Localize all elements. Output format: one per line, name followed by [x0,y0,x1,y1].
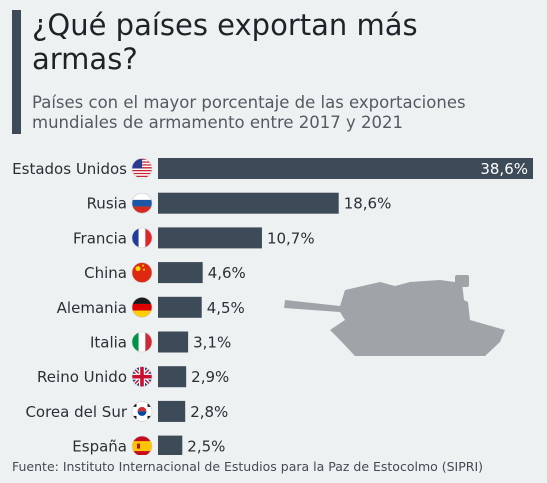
value-label: 2,9% [191,368,229,386]
chart-title: ¿Qué países exportan más armas? [32,8,418,76]
china-flag-icon [132,262,152,283]
bar [158,296,202,318]
south-korea-flag-icon [132,401,152,422]
chart-row: España 2,5% [72,435,225,455]
russia-flag-icon [132,193,152,214]
bar-chart: Estados Unidos 38,6% Rusia 18,6% Francia 10,7… [12,158,533,455]
us-flag-icon [132,158,152,179]
bar [158,262,203,284]
category-label: Francia [73,229,127,247]
italy-flag-icon [132,332,152,352]
bar [158,366,187,388]
source-note: Fuente: Instituto Internacional de Estud… [12,459,484,474]
value-label: 2,5% [187,438,225,455]
category-label: Rusia [87,195,127,213]
category-label: Estados Unidos [12,160,127,178]
tank-illustration [284,275,505,356]
category-label: Alemania [57,299,127,317]
bar [158,227,262,249]
spain-flag-icon [132,436,152,455]
value-label: 3,1% [193,334,231,352]
category-label: España [72,438,127,455]
category-label: Italia [90,334,127,352]
bar [158,400,186,422]
value-label: 10,7% [267,229,315,247]
value-label: 18,6% [344,195,392,213]
chart-row: Italia 3,1% [90,331,231,353]
category-label: Corea del Sur [25,403,127,421]
chart-row: Francia 10,7% [73,227,315,249]
chart-row: Alemania 4,5% [57,296,245,318]
germany-flag-icon [132,297,152,318]
bar [158,331,189,353]
bar [158,435,183,455]
value-label: 38,6% [480,160,528,178]
bar [158,192,339,214]
value-label: 4,5% [207,299,245,317]
chart-row: Corea del Sur 2,8% [25,400,228,422]
value-label: 4,6% [208,264,246,282]
chart-row: China 4,6% [84,262,246,284]
uk-flag-icon [132,366,152,387]
title-accent-bar [12,10,21,134]
bar [158,158,533,179]
chart-row: Estados Unidos 38,6% [12,158,533,179]
france-flag-icon [132,227,152,248]
chart-row: Rusia 18,6% [87,192,392,214]
category-label: China [84,264,127,282]
category-label: Reino Unido [37,368,127,386]
chart-subtitle: Países con el mayor porcentaje de las ex… [32,93,466,132]
value-label: 2,8% [190,403,228,421]
chart-row: Reino Unido 2,9% [37,366,229,388]
